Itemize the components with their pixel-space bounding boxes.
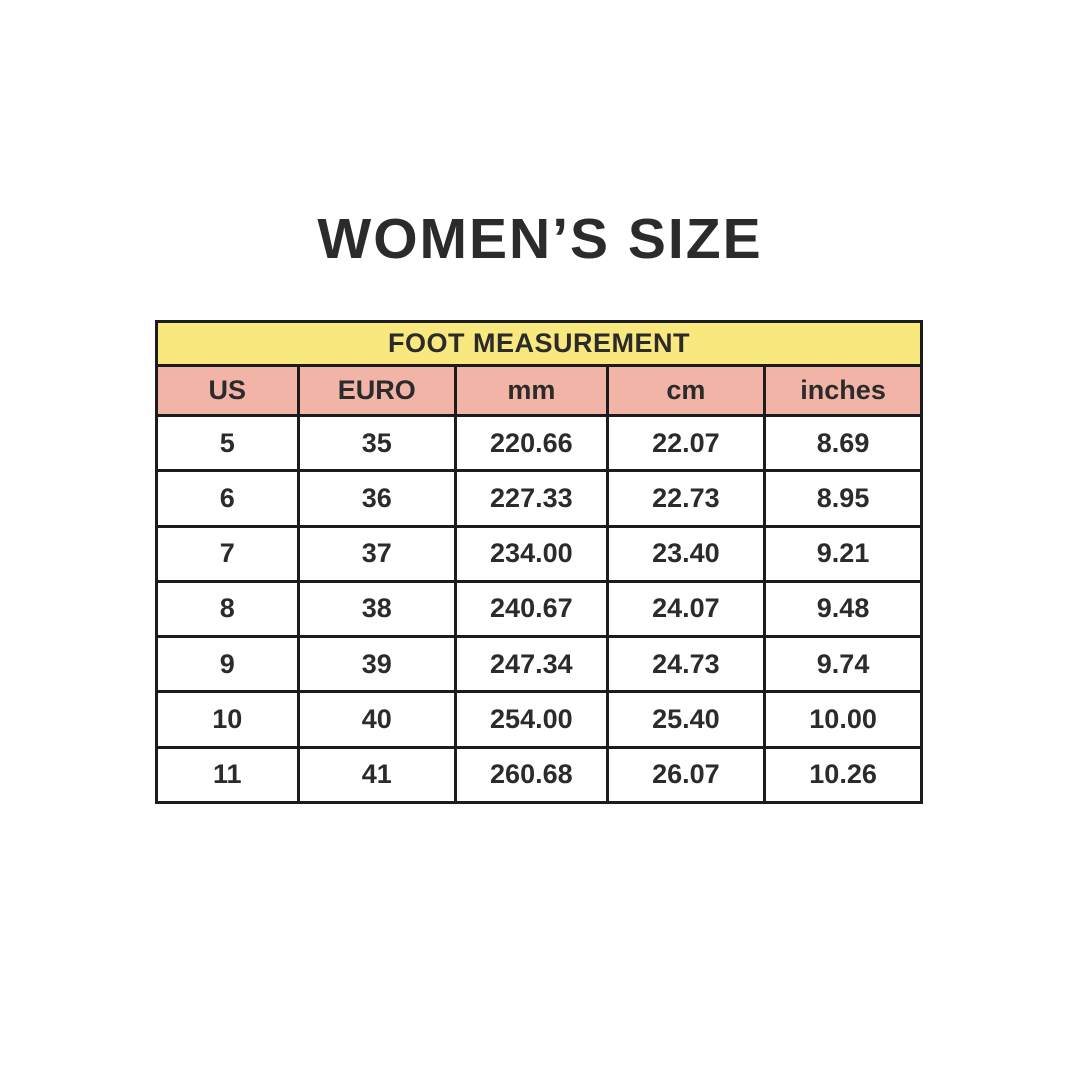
cell: 9.21 [763,524,923,583]
cell: 9.48 [763,579,923,639]
cell: 26.07 [605,745,767,805]
cell: 220.66 [454,413,609,473]
cell: 10 [155,690,300,749]
cell: 35 [296,413,458,473]
table-banner: FOOT MEASUREMENT [155,320,923,367]
table-row: 6 36 227.33 22.73 8.95 [155,469,923,528]
cell: 22.07 [605,413,767,473]
cell: 22.73 [605,469,767,528]
cell: 10.00 [763,690,923,749]
cell: 8.95 [763,469,923,528]
banner-row: FOOT MEASUREMENT [155,320,923,367]
table-row: 9 39 247.34 24.73 9.74 [155,635,923,694]
cell: 25.40 [605,690,767,749]
cell: 10.26 [763,745,923,805]
cell: 24.73 [605,635,767,694]
cell: 227.33 [454,469,609,528]
cell: 8 [155,579,300,639]
column-header-cm: cm [605,364,767,417]
cell: 6 [155,469,300,528]
column-header-inches: inches [763,364,923,417]
cell: 260.68 [454,745,609,805]
column-header-us: US [155,364,300,417]
table-row: 8 38 240.67 24.07 9.48 [155,579,923,639]
cell: 38 [296,579,458,639]
table-body: 5 35 220.66 22.07 8.69 6 36 227.33 22.73 8.95 7 37 2… [155,413,923,805]
cell: 24.07 [605,579,767,639]
cell: 40 [296,690,458,749]
table-row: 5 35 220.66 22.07 8.69 [155,413,923,473]
cell: 8.69 [763,413,923,473]
page-title: WOMEN’S SIZE [317,207,763,271]
cell: 234.00 [454,524,609,583]
column-header-euro: EURO [296,364,458,417]
cell: 41 [296,745,458,805]
cell: 5 [155,413,300,473]
table-row: 10 40 254.00 25.40 10.00 [155,690,923,749]
cell: 37 [296,524,458,583]
cell: 36 [296,469,458,528]
table-row: 11 41 260.68 26.07 10.26 [155,745,923,805]
cell: 11 [155,745,300,805]
cell: 39 [296,635,458,694]
cell: 23.40 [605,524,767,583]
cell: 247.34 [454,635,609,694]
cell: 254.00 [454,690,609,749]
cell: 7 [155,524,300,583]
cell: 9.74 [763,635,923,694]
header-row: US EURO mm cm inches [155,364,923,417]
cell: 9 [155,635,300,694]
table-row: 7 37 234.00 23.40 9.21 [155,524,923,583]
column-header-mm: mm [454,364,609,417]
cell: 240.67 [454,579,609,639]
